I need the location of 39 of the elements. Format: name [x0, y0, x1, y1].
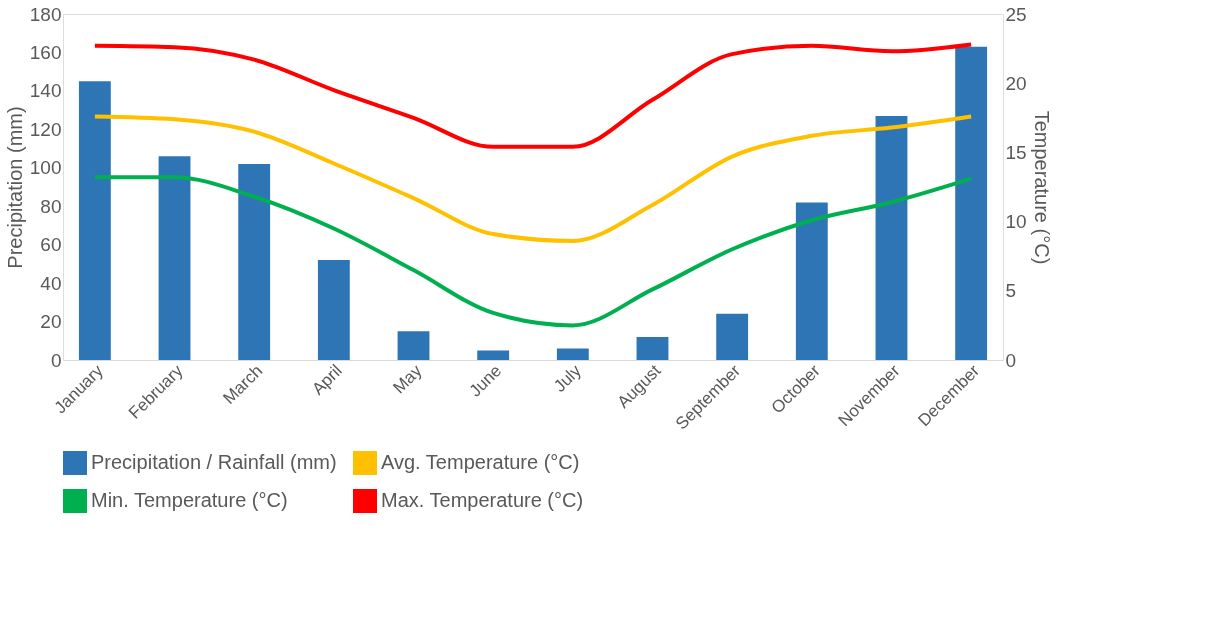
- line-series: [92, 114, 974, 243]
- legend-label: Max. Temperature (°C): [381, 489, 584, 511]
- y-tick-label: 160: [29, 41, 62, 63]
- y2-axis-title: Temperature (°C): [1030, 110, 1053, 265]
- y2-tick-label: 10: [1005, 211, 1027, 233]
- y2-tick-label: 25: [1005, 3, 1027, 25]
- bar: [238, 163, 271, 360]
- bar: [397, 331, 430, 360]
- y2-tick-label: 20: [1005, 72, 1027, 94]
- bar: [875, 115, 908, 360]
- legend-label: Precipitation / Rainfall (mm): [91, 451, 337, 473]
- legend-label: Avg. Temperature (°C): [381, 451, 580, 473]
- line-series: [92, 175, 974, 328]
- bar: [158, 156, 191, 360]
- bar: [716, 313, 749, 360]
- y-tick-label: 80: [40, 195, 62, 217]
- bar: [636, 336, 669, 360]
- y2-tick-label: 15: [1005, 141, 1027, 163]
- y-tick-label: 180: [29, 3, 62, 25]
- y2-tick-label: 0: [1005, 349, 1017, 371]
- y-tick-label: 120: [29, 118, 62, 140]
- bar: [317, 260, 350, 360]
- y2-tick-label: 5: [1005, 280, 1017, 302]
- y-tick-label: 100: [29, 157, 62, 179]
- x-tick-label: July: [550, 360, 586, 396]
- y-tick-label: 60: [40, 234, 62, 256]
- line-series: [92, 42, 974, 149]
- x-tick-label: May: [389, 360, 426, 398]
- bar: [78, 81, 111, 360]
- bar: [556, 348, 589, 360]
- bar: [955, 46, 988, 360]
- y-axis-title: Precipitation (mm): [3, 106, 26, 269]
- bar: [477, 350, 510, 360]
- y-tick-label: 0: [50, 349, 62, 371]
- legend-label: Min. Temperature (°C): [91, 489, 288, 511]
- y-tick-label: 20: [40, 311, 62, 333]
- y-tick-label: 40: [40, 272, 62, 294]
- bar: [795, 202, 828, 360]
- y-tick-label: 140: [29, 80, 62, 102]
